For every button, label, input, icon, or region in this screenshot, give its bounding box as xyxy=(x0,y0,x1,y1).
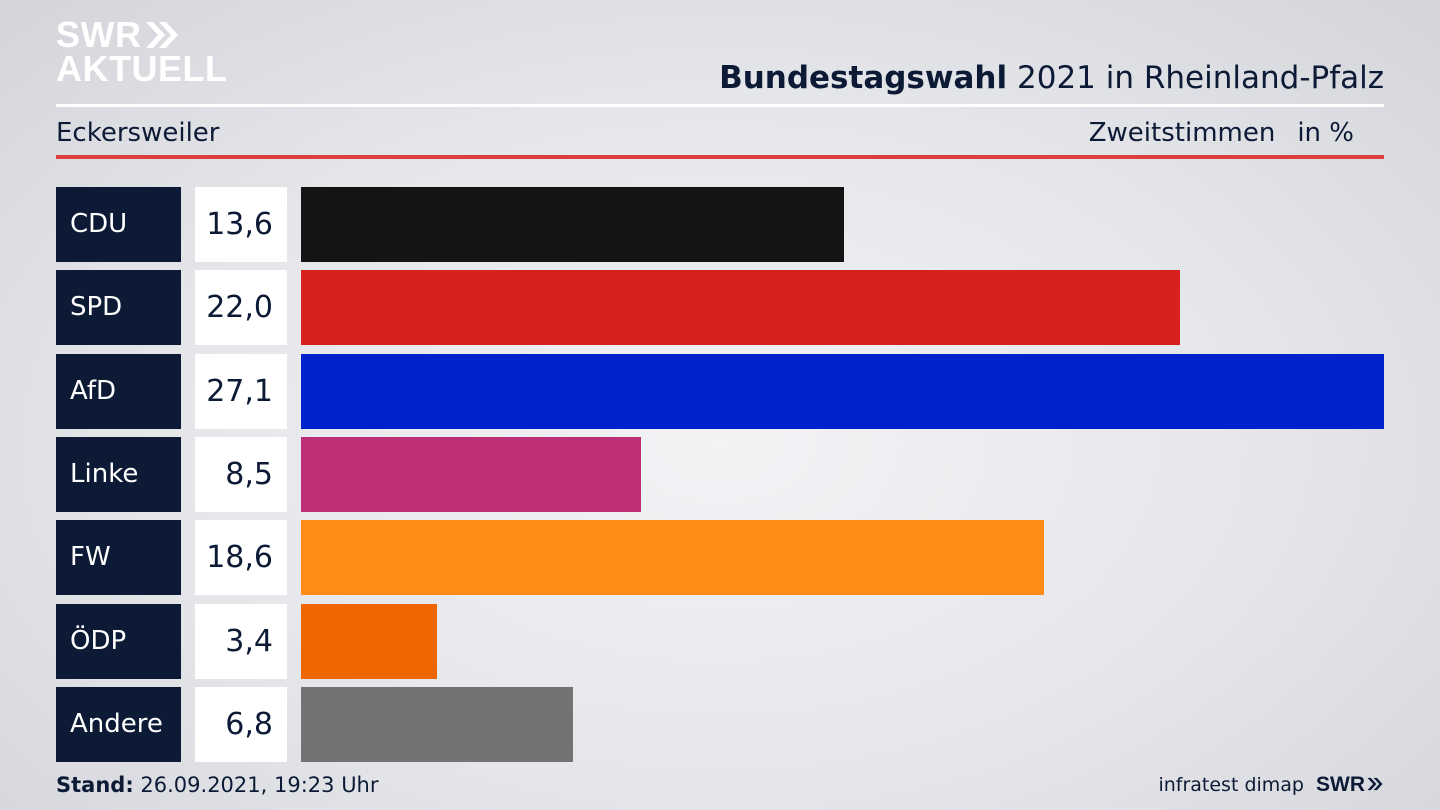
party-label: AfD xyxy=(56,354,181,429)
source-credit: infratest dimap SWR xyxy=(1158,770,1384,800)
divider-accent xyxy=(56,155,1384,159)
party-label: Linke xyxy=(56,437,181,512)
title-rest: 2021 in Rheinland-Pfalz xyxy=(1017,60,1384,96)
swr-aktuell-logo: SWR AKTUELL xyxy=(56,14,228,89)
party-label: FW xyxy=(56,520,181,595)
measure-label: Zweitstimmen in % xyxy=(1089,114,1354,152)
unit-label: in % xyxy=(1297,118,1354,148)
divider-top xyxy=(56,104,1384,107)
value-label: 8,5 xyxy=(195,437,287,512)
bar xyxy=(301,187,844,262)
region-label: Eckersweiler xyxy=(56,118,220,148)
value-label: 3,4 xyxy=(195,604,287,679)
double-chevron-icon xyxy=(145,22,178,48)
double-chevron-icon xyxy=(1367,777,1383,791)
source-label: infratest dimap xyxy=(1158,774,1304,796)
party-row: CDU 13,6 xyxy=(56,187,1384,262)
stand-value: 26.09.2021, 19:23 Uhr xyxy=(140,773,379,797)
value-label: 6,8 xyxy=(195,687,287,762)
page-title: Bundestagswahl 2021 in Rheinland-Pfalz xyxy=(719,56,1384,100)
party-row: SPD 22,0 xyxy=(56,270,1384,345)
party-row: Andere 6,8 xyxy=(56,687,1384,762)
value-label: 27,1 xyxy=(195,354,287,429)
party-row: Linke 8,5 xyxy=(56,437,1384,512)
party-row: FW 18,6 xyxy=(56,520,1384,595)
bar xyxy=(301,604,437,679)
measure-name: Zweitstimmen xyxy=(1088,118,1276,148)
value-label: 18,6 xyxy=(195,520,287,595)
party-label: CDU xyxy=(56,187,181,262)
bar xyxy=(301,437,641,512)
stand-label: Stand: xyxy=(56,773,134,797)
party-row: AfD 27,1 xyxy=(56,354,1384,429)
party-label: ÖDP xyxy=(56,604,181,679)
swr-footer-logo: SWR xyxy=(1316,770,1384,800)
title-bold: Bundestagswahl xyxy=(719,60,1008,96)
bar xyxy=(301,687,573,762)
party-label: Andere xyxy=(56,687,181,762)
bar xyxy=(301,520,1044,595)
timestamp: Stand: 26.09.2021, 19:23 Uhr xyxy=(56,770,379,800)
value-label: 13,6 xyxy=(195,187,287,262)
value-label: 22,0 xyxy=(195,270,287,345)
results-bar-chart: CDU 13,6 SPD 22,0 AfD 27,1 Linke 8,5 FW 18,6 ÖDP 3,… xyxy=(56,187,1384,763)
bar xyxy=(301,270,1180,345)
party-row: ÖDP 3,4 xyxy=(56,604,1384,679)
bar xyxy=(301,354,1384,429)
party-label: SPD xyxy=(56,270,181,345)
